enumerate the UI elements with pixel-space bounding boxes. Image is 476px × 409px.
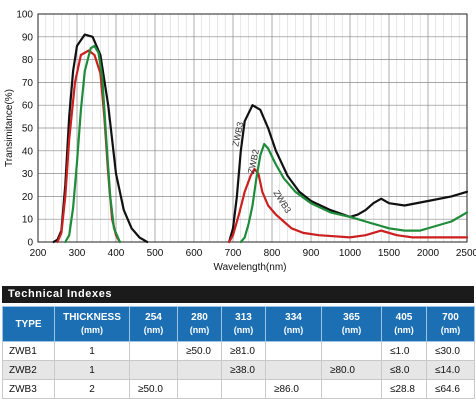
series-line-zwb3 — [228, 104, 469, 244]
col-313: 313 (nm) — [221, 306, 266, 342]
technical-indexes-heading: Technical Indexes — [2, 286, 474, 303]
cell-value: ≤28.8 — [381, 379, 427, 399]
y-tick-label: 10 — [22, 215, 34, 226]
x-axis-label: Wavelength(nm) — [214, 262, 287, 273]
cell-value: ≥38.0 — [221, 360, 266, 380]
y-tick-label: 20 — [22, 192, 34, 203]
y-tick-label: 80 — [22, 55, 34, 66]
cell-value: ≤1.0 — [381, 341, 427, 361]
cell-value: ≥80.0 — [321, 360, 382, 380]
x-tick-label: 2500 — [456, 248, 476, 259]
table-row: ZWB1 1 ≥50.0 ≥81.0 ≤1.0 ≤30.0 — [2, 341, 475, 361]
cell-value: ≥81.0 — [221, 341, 266, 361]
cell-value — [265, 341, 322, 361]
cell-value: ≥50.0 — [129, 379, 178, 399]
x-tick-label: 1500 — [378, 248, 401, 259]
cell-thickness: 1 — [54, 341, 130, 361]
technical-indexes-table: TYPE THICKNESS (mm) 254 (nm) 280 (nm) 313 (n… — [2, 306, 475, 399]
table-row: ZWB3 2 ≥50.0 ≥86.0 ≤28.8 ≤64.6 — [2, 379, 475, 399]
col-254: 254 (nm) — [129, 306, 178, 342]
series-line-zwb2 — [64, 44, 121, 244]
cell-value — [129, 360, 178, 380]
y-tick-label: 30 — [22, 169, 34, 180]
cell-thickness: 1 — [54, 360, 130, 380]
cell-value — [177, 360, 222, 380]
x-tick-label: 1000 — [339, 248, 362, 259]
col-700: 700 (nm) — [426, 306, 475, 342]
plot-frame — [37, 13, 468, 243]
y-tick-label: 50 — [22, 124, 34, 135]
cell-value — [321, 379, 382, 399]
cell-type: ZWB3 — [2, 379, 55, 399]
x-tick-label: 2000 — [417, 248, 440, 259]
cell-value — [221, 379, 266, 399]
cell-value — [265, 360, 322, 380]
x-tick-label: 600 — [186, 248, 203, 259]
y-tick-label: 70 — [22, 78, 34, 89]
col-365: 365 (nm) — [321, 306, 382, 342]
y-axis-label: Transimitance(%) — [4, 89, 15, 167]
x-tick-label: 700 — [225, 248, 242, 259]
cell-value: ≤64.6 — [426, 379, 475, 399]
col-thickness: THICKNESS (mm) — [54, 306, 130, 342]
cell-value: ≥50.0 — [177, 341, 222, 361]
x-tick-label: 400 — [108, 248, 125, 259]
curve-label: ZWB3 — [271, 188, 293, 215]
chart-series — [52, 33, 469, 244]
cell-type: ZWB1 — [2, 341, 55, 361]
cell-value: ≤14.0 — [426, 360, 475, 380]
cell-value — [129, 341, 178, 361]
cell-value — [321, 341, 382, 361]
y-tick-label: 60 — [22, 101, 34, 112]
col-280: 280 (nm) — [177, 306, 222, 342]
cell-value: ≥86.0 — [265, 379, 322, 399]
col-334: 334 (nm) — [265, 306, 322, 342]
x-tick-label: 200 — [30, 248, 47, 259]
series-line-zwb2 — [239, 142, 469, 244]
table-row: ZWB2 1 ≥38.0 ≥80.0 ≤8.0 ≤14.0 — [2, 360, 475, 380]
x-tick-label: 500 — [147, 248, 164, 259]
cell-type: ZWB2 — [2, 360, 55, 380]
x-tick-label: 900 — [303, 248, 320, 259]
cell-value: ≤8.0 — [381, 360, 427, 380]
cell-value — [177, 379, 222, 399]
col-405: 405 (nm) — [381, 306, 427, 342]
cell-thickness: 2 — [54, 379, 130, 399]
x-tick-label: 800 — [264, 248, 281, 259]
chart-ticks: 0 10 20 30 40 50 60 70 80 90 100 200 300 400 500 600 700… — [16, 10, 476, 260]
y-tick-label: 90 — [22, 32, 34, 43]
col-type: TYPE — [2, 306, 55, 342]
y-tick-label: 100 — [16, 10, 33, 21]
y-tick-label: 0 — [27, 238, 33, 249]
y-tick-label: 40 — [22, 146, 34, 157]
cell-value: ≤30.0 — [426, 341, 475, 361]
table-header-row: TYPE THICKNESS (mm) 254 (nm) 280 (nm) 313 (n… — [2, 306, 475, 342]
series-line-zwb1 — [228, 167, 469, 244]
x-tick-label: 300 — [69, 248, 86, 259]
